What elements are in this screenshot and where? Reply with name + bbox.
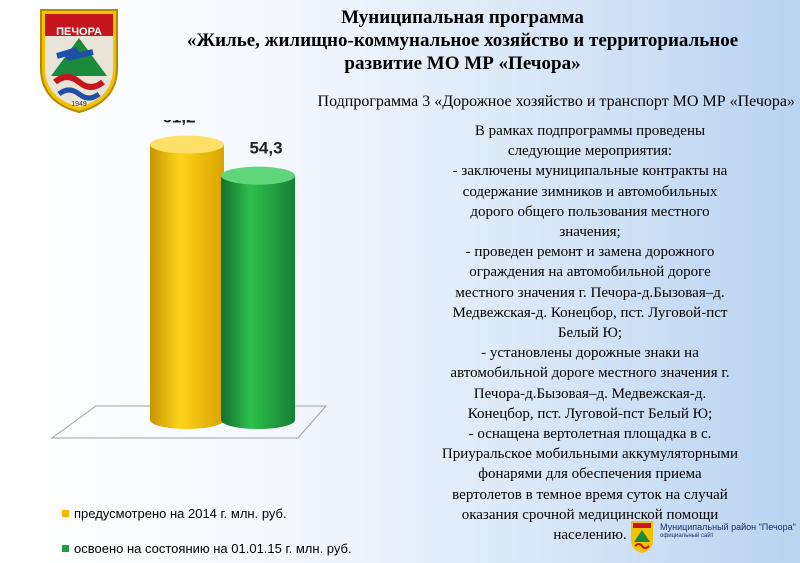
chart-floor xyxy=(50,405,328,439)
description-line: следующие мероприятия: xyxy=(507,143,673,160)
description-line: содержание зимников и автомобильных xyxy=(462,183,718,200)
description-line: фонарями для обеспечения приема xyxy=(478,466,702,483)
data-label: 54,3 xyxy=(249,139,282,158)
title-line: развитие МО МР «Печора» xyxy=(344,53,581,74)
description-line: Конецбор, пст. Луговой-пст Белый Ю; xyxy=(467,405,713,422)
bar-top xyxy=(150,135,224,154)
legend-swatch xyxy=(62,510,69,517)
footer-org-name[interactable]: Муниципальный район "Печора" xyxy=(660,522,796,532)
description-line: ограждения на автомобильной дороге xyxy=(469,264,711,281)
bar-0 xyxy=(150,135,224,429)
data-label: 61,2 xyxy=(162,120,195,127)
description-line: Белый Ю; xyxy=(557,325,623,342)
description-line: населению. xyxy=(553,527,627,544)
legend-label: освоено на состоянию на 01.01.15 г. млн.… xyxy=(74,541,352,556)
description-line: В рамках подпрограммы проведены xyxy=(474,123,706,139)
description-line: Приуральское мобильными аккумуляторными xyxy=(441,446,739,463)
bar-body xyxy=(221,175,295,429)
legend-swatch xyxy=(62,545,69,552)
footer-subtitle: официальный сайт xyxy=(660,533,714,539)
description-line: дорого общего пользования местного xyxy=(470,203,710,220)
legend-item-planned: предусмотрено на 2014 г. млн. руб. xyxy=(62,506,287,521)
description-line: - оснащена вертолетная площадка в с. xyxy=(468,426,712,443)
pechora-coat-of-arms: ПЕЧОРА 1949 xyxy=(40,9,118,114)
bar-chart: 61,2 54,3 xyxy=(50,120,328,439)
page-subtitle: Подпрограмма 3 «Дорожное хозяйство и тра… xyxy=(317,93,795,110)
description-line: - заключены муниципальные контракты на xyxy=(452,163,728,180)
footer-coat-of-arms-icon xyxy=(631,521,653,553)
description-line: - проведен ремонт и замена дорожного xyxy=(465,244,715,261)
description-line: оказания срочной медицинской помощи xyxy=(461,506,719,523)
legend-item-actual: освоено на состоянию на 01.01.15 г. млн.… xyxy=(62,541,352,556)
description-line: значения; xyxy=(559,224,621,241)
page-title: Муниципальная программа «Жилье, жилищно-… xyxy=(130,6,795,75)
legend-label: предусмотрено на 2014 г. млн. руб. xyxy=(74,506,287,521)
bar-1 xyxy=(221,166,295,429)
description-line: вертолетов в темное время суток на случа… xyxy=(452,486,728,503)
description-text: В рамках подпрограммы проведены следующи… xyxy=(385,121,795,545)
title-line: Муниципальная программа xyxy=(341,7,584,28)
bar-top xyxy=(221,166,295,185)
description-line: Медвежская-д. Конецбор, пст. Луговой-пст xyxy=(452,304,728,321)
description-line: автомобильной дороге местного значения г… xyxy=(450,365,730,382)
title-line: «Жилье, жилищно-коммунальное хозяйство и… xyxy=(186,30,739,51)
description-line: Печора-д.Бызовая–д. Медвежская-д. xyxy=(473,385,707,402)
description-line: местного значения г. Печора-д.Бызовая–д. xyxy=(455,284,725,301)
description-line: - установлены дорожные знаки на xyxy=(481,345,699,362)
emblem-year: 1949 xyxy=(71,101,87,108)
bar-body xyxy=(150,144,224,429)
emblem-label: ПЕЧОРА xyxy=(56,26,102,38)
